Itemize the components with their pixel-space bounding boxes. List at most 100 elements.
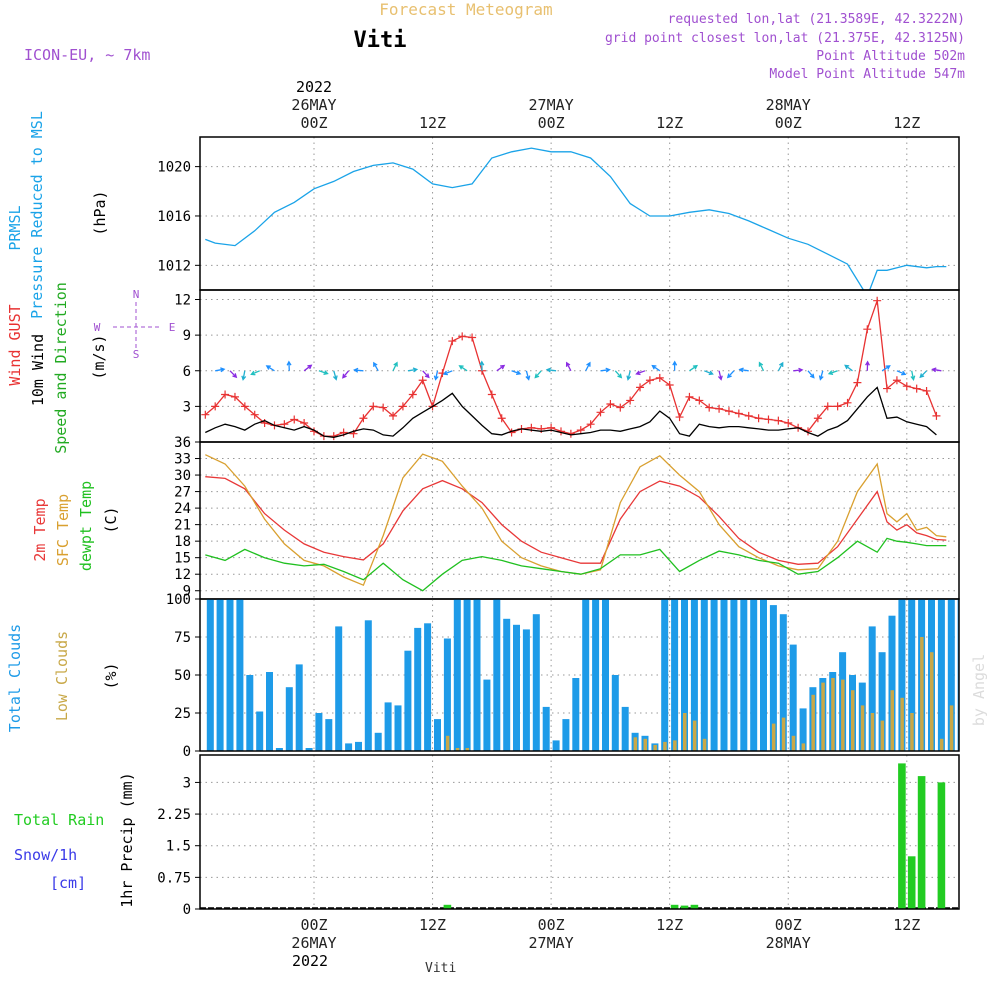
bottom-hour-label: 12Z: [893, 916, 920, 934]
gust-marker: [685, 392, 694, 401]
wind-direction-arrow: [496, 364, 506, 372]
gust-marker: [902, 382, 911, 391]
total-cloud-bar: [434, 719, 441, 751]
total-cloud-bar: [404, 650, 412, 751]
top-hour-label: 00Z: [775, 114, 802, 132]
total-cloud-bar: [374, 732, 382, 751]
low-cloud-bar: [949, 705, 954, 751]
wind-direction-arrow: [442, 370, 453, 376]
gust-marker: [487, 390, 496, 399]
compass-w: W: [94, 321, 101, 334]
gust-marker: [290, 415, 299, 424]
gust-marker: [724, 407, 733, 416]
low-cloud-bar: [900, 697, 904, 751]
y-tick-label: 1020: [157, 160, 191, 176]
rain-bar: [690, 904, 699, 909]
total-cloud-bar: [463, 599, 471, 751]
total-cloud-bar: [532, 614, 540, 751]
wind-direction-arrow: [353, 367, 364, 373]
total-cloud-bar: [206, 599, 214, 751]
total-cloud-bar: [582, 599, 590, 751]
gust-marker: [250, 410, 259, 419]
total-cloud-bar: [424, 623, 432, 751]
wind-direction-arrow: [332, 370, 338, 381]
gust-marker: [873, 296, 882, 305]
pressure-label-2: Pressure Reduced to MSL: [28, 111, 46, 319]
wind-direction-arrow: [726, 370, 735, 379]
total-cloud-bar: [937, 599, 945, 751]
wind-direction-arrow: [286, 360, 292, 371]
total-cloud-bar: [621, 706, 629, 751]
wind-direction-arrow: [565, 361, 572, 372]
wind-direction-arrow: [689, 364, 699, 372]
gust-marker: [813, 414, 822, 423]
temp-label-2m: 2m Temp: [31, 498, 49, 561]
temperature-panel: 2m Temp SFC Temp dewpt Temp (C) 91215182…: [31, 435, 960, 600]
y-tick-label: 0.75: [157, 870, 191, 886]
sfc-temp-line: [205, 453, 947, 587]
total-cloud-bar: [592, 599, 600, 751]
wind-direction-arrow: [433, 370, 439, 381]
total-cloud-bar: [503, 618, 511, 751]
low-cloud-bar: [831, 678, 835, 751]
wind-direction-arrow: [407, 367, 419, 373]
low-cloud-bar: [445, 735, 450, 751]
grid-point-coords: grid point closest lon,lat (21.375E, 42.…: [605, 31, 965, 46]
gust-marker: [675, 413, 684, 422]
bottom-date-label: 28MAY: [766, 934, 811, 952]
low-cloud-bar: [821, 682, 825, 751]
y-tick-label: 15: [174, 551, 191, 567]
wind-direction-arrow: [303, 364, 313, 372]
gust-marker: [626, 396, 635, 405]
low-cloud-bar: [890, 690, 894, 751]
low-cloud-bar: [851, 690, 855, 751]
wind-direction-arrow: [827, 370, 838, 376]
wind-direction-arrow: [392, 361, 398, 372]
gust-marker: [408, 390, 417, 399]
y-tick-label: 9: [183, 328, 191, 344]
precip-plot-frame: [199, 754, 960, 910]
pressure-panel: PRMSL Pressure Reduced to MSL (hPa) 1012…: [6, 111, 960, 319]
wind-direction-arrow: [614, 370, 623, 379]
precip-label-rain: Total Rain: [14, 811, 104, 829]
y-tick-label: 36: [174, 435, 191, 451]
gust-marker: [912, 384, 921, 393]
wind-label-10m: 10m Wind: [29, 334, 47, 406]
y-tick-label: 25: [174, 706, 191, 722]
compass-n: N: [133, 288, 140, 301]
total-cloud-bar: [868, 626, 876, 751]
gust-marker: [230, 392, 239, 401]
wind-direction-arrow: [910, 370, 916, 381]
total-cloud-bar: [522, 629, 530, 751]
top-hour-label: 12Z: [656, 114, 683, 132]
total-cloud-bar: [562, 719, 570, 751]
gust-marker: [705, 403, 714, 412]
bottom-location: Viti: [425, 961, 456, 976]
rain-bar: [907, 856, 916, 909]
low-cloud-bar: [653, 744, 657, 751]
wind-direction-arrow: [793, 367, 804, 373]
model-label: ICON-EU, ~ 7km: [24, 46, 150, 64]
low-cloud-bar: [781, 717, 786, 751]
total-cloud-bar: [483, 679, 491, 751]
gust-marker: [843, 398, 852, 407]
wind-direction-arrow: [635, 370, 646, 376]
total-cloud-bar: [987, 599, 994, 751]
low-cloud-bar: [673, 740, 677, 751]
low-cloud-bar: [771, 723, 776, 751]
gust-marker: [389, 411, 398, 420]
gust-marker: [863, 325, 872, 334]
wind-direction-arrow: [215, 367, 226, 373]
y-tick-label: 9: [183, 584, 191, 600]
top-year-label: 2022: [296, 78, 332, 96]
gust-marker: [606, 400, 615, 408]
wind-direction-arrow: [931, 367, 942, 373]
total-cloud-bar: [947, 599, 955, 751]
clouds-label-low: Low Clouds: [53, 631, 71, 721]
low-cloud-bar: [702, 738, 707, 751]
gust-marker: [754, 414, 763, 423]
total-cloud-bar: [908, 599, 916, 751]
total-cloud-bar: [602, 599, 609, 751]
gust-marker: [221, 390, 230, 399]
